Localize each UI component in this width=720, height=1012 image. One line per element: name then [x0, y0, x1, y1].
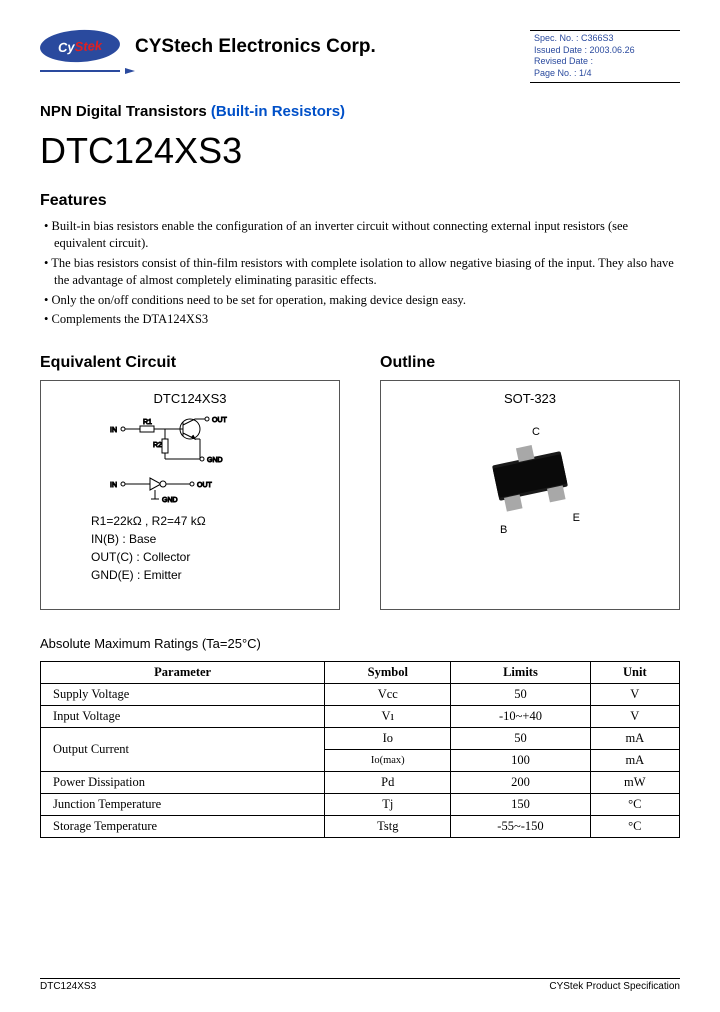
footer-left: DTC124XS3 — [40, 981, 96, 992]
cell-limits: 50 — [451, 683, 590, 705]
col-symbol: Symbol — [325, 661, 451, 683]
cell-unit: mW — [590, 771, 679, 793]
ratings-condition: (Ta=25°C) — [198, 636, 261, 651]
svg-text:GND: GND — [162, 497, 178, 504]
outline-title: SOT-323 — [391, 391, 669, 406]
cell-limits: 150 — [451, 793, 590, 815]
page-header: CyStek CYStech Electronics Corp. Spec. N… — [40, 30, 680, 83]
table-row: Storage Temperature Tstg -55~-150 °C — [41, 815, 680, 837]
svg-text:OUT: OUT — [197, 482, 213, 489]
feature-item: Complements the DTA124XS3 — [44, 311, 680, 329]
cell-unit: V — [590, 705, 679, 727]
pin-e-label: E — [573, 512, 580, 524]
cell-unit: °C — [590, 815, 679, 837]
pin-gnd-label: GND(E) : Emitter — [91, 566, 329, 584]
document-subtitle: NPN Digital Transistors (Built-in Resist… — [40, 103, 680, 120]
outline-box: SOT-323 C E B — [380, 380, 680, 610]
footer-right: CYStek Product Specification — [549, 981, 680, 992]
features-heading: Features — [40, 192, 680, 210]
circuit-diagram-icon: IN R1 R2 — [105, 414, 275, 504]
feature-item: Only the on/off conditions need to be se… — [44, 292, 680, 310]
svg-text:R2: R2 — [153, 442, 162, 449]
part-number: DTC124XS3 — [40, 130, 680, 172]
cell-symbol: Tstg — [325, 815, 451, 837]
feature-item: Built-in bias resistors enable the confi… — [44, 218, 680, 253]
cell-param: Power Dissipation — [41, 771, 325, 793]
cell-param: Output Current — [41, 727, 325, 771]
cell-limits: -55~-150 — [451, 815, 590, 837]
logo-text-2: Stek — [74, 37, 102, 53]
equivalent-circuit-box: DTC124XS3 IN R1 R2 — [40, 380, 340, 610]
col-limits: Limits — [451, 661, 590, 683]
subtitle-main: NPN Digital Transistors — [40, 103, 211, 120]
cell-symbol: Vcc — [325, 683, 451, 705]
table-header-row: Parameter Symbol Limits Unit — [41, 661, 680, 683]
table-row: Power Dissipation Pd 200 mW — [41, 771, 680, 793]
cell-limits: 200 — [451, 771, 590, 793]
svg-text:GND: GND — [207, 457, 223, 464]
resistor-values: R1=22kΩ , R2=47 kΩ — [91, 512, 329, 530]
svg-text:R1: R1 — [143, 419, 152, 426]
pin-out-label: OUT(C) : Collector — [91, 548, 329, 566]
cell-unit: V — [590, 683, 679, 705]
page-no-label: Page No. : — [534, 68, 579, 78]
cell-symbol: Io — [325, 727, 451, 749]
subtitle-paren: (Built-in Resistors) — [211, 103, 345, 120]
svg-text:OUT: OUT — [212, 417, 228, 424]
ratings-table: Parameter Symbol Limits Unit Supply Volt… — [40, 661, 680, 838]
table-row: Input Voltage Vı -10~+40 V — [41, 705, 680, 727]
cell-limits: 50 — [451, 727, 590, 749]
svg-text:IN: IN — [110, 427, 117, 434]
pin-b-label: B — [500, 524, 507, 536]
cell-unit: mA — [590, 727, 679, 749]
table-row: Output Current Io 50 mA — [41, 727, 680, 749]
table-row: Supply Voltage Vcc 50 V — [41, 683, 680, 705]
page-footer: DTC124XS3 CYStek Product Specification — [40, 978, 680, 992]
company-logo: CyStek — [40, 30, 120, 70]
circuit-title: DTC124XS3 — [51, 391, 329, 406]
spec-no-label: Spec. No. : — [534, 33, 581, 43]
features-list: Built-in bias resistors enable the confi… — [40, 218, 680, 329]
ratings-heading: Absolute Maximum Ratings (Ta=25°C) — [40, 635, 680, 653]
package-outline-icon: C E B — [470, 426, 590, 516]
table-row: Junction Temperature Tj 150 °C — [41, 793, 680, 815]
pin-in-label: IN(B) : Base — [91, 530, 329, 548]
cell-symbol: Vı — [325, 705, 451, 727]
spec-no-value: C366S3 — [581, 33, 614, 43]
ratings-heading-text: Absolute Maximum Ratings — [40, 636, 198, 651]
pin-c-label: C — [532, 426, 540, 438]
col-parameter: Parameter — [41, 661, 325, 683]
equivalent-circuit-heading: Equivalent Circuit — [40, 354, 340, 372]
issued-date-label: Issued Date : — [534, 45, 590, 55]
cell-symbol: Pd — [325, 771, 451, 793]
cell-param: Input Voltage — [41, 705, 325, 727]
cell-unit: mA — [590, 749, 679, 771]
spec-info-box: Spec. No. : C366S3 Issued Date : 2003.06… — [530, 30, 680, 83]
diagram-row: Equivalent Circuit DTC124XS3 IN R1 R2 — [40, 354, 680, 610]
issued-date-value: 2003.06.26 — [590, 45, 635, 55]
cell-param: Storage Temperature — [41, 815, 325, 837]
cell-limits: 100 — [451, 749, 590, 771]
logo-text-1: Cy — [58, 39, 75, 55]
company-name: CYStech Electronics Corp. — [135, 36, 515, 58]
cell-symbol: Io(max) — [325, 749, 451, 771]
cell-symbol: Tj — [325, 793, 451, 815]
feature-item: The bias resistors consist of thin-film … — [44, 255, 680, 290]
revised-date-label: Revised Date : — [534, 56, 676, 68]
logo-arrow-icon — [40, 68, 135, 74]
page-no-value: 1/4 — [579, 68, 592, 78]
col-unit: Unit — [590, 661, 679, 683]
svg-text:IN: IN — [110, 482, 117, 489]
cell-param: Junction Temperature — [41, 793, 325, 815]
cell-unit: °C — [590, 793, 679, 815]
cell-param: Supply Voltage — [41, 683, 325, 705]
outline-heading: Outline — [380, 354, 680, 372]
cell-limits: -10~+40 — [451, 705, 590, 727]
